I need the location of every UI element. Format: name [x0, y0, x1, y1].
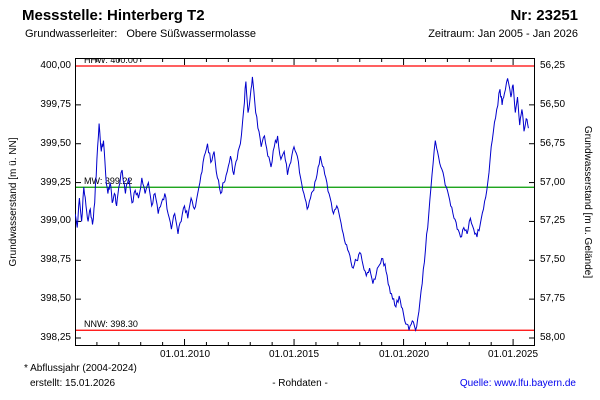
y-tick-label-left: 398,50 [40, 293, 71, 304]
y-tick-label-left: 399,50 [40, 138, 71, 149]
y-tick-label-left: 399,75 [40, 99, 71, 110]
mw-label: MW: 399.22 [84, 176, 132, 186]
source: Quelle: www.lfu.bayern.de [460, 378, 576, 389]
y-tick-label-right: 56,50 [540, 99, 566, 110]
y-tick-label-left: 400,00 [40, 60, 71, 71]
subheader-row: Grundwasserleiter: Obere Süßwassermolass… [25, 28, 578, 40]
y-axis-label-right: Grundwasserstand [m u. Gelände] [582, 125, 593, 279]
nnw-label: NNW: 398.30 [84, 319, 138, 329]
x-tick-label: 01.01.2010 [159, 349, 211, 360]
y-tick-label-right: 57,00 [540, 177, 566, 188]
y-tick-label-left: 399,00 [40, 215, 71, 226]
x-tick-label: 01.01.2020 [378, 349, 430, 360]
hhw-label: HHW: 400.00 [84, 58, 138, 65]
data-type-label: - Rohdaten - [272, 378, 328, 389]
y-tick-label-left: 399,25 [40, 177, 71, 188]
source-link[interactable]: www.lfu.bayern.de [494, 378, 576, 389]
plot-border [75, 58, 535, 346]
y-tick-label-left: 398,75 [40, 254, 71, 265]
footer: * Abflussjahr (2004-2024) erstellt: 15.0… [0, 362, 600, 400]
y-axis-label-left: Grundwasserstand [m ü. NN] [8, 137, 19, 267]
created-date: erstellt: 15.01.2026 [30, 378, 116, 389]
x-tick-label: 01.01.2015 [268, 349, 320, 360]
x-tick-label: 01.01.2025 [487, 349, 539, 360]
y-tick-label-right: 56,25 [540, 60, 566, 71]
page-title: Messstelle: Hinterberg T2 [22, 7, 205, 24]
y-tick-label-right: 57,25 [540, 215, 566, 226]
time-range-label: Zeitraum: Jan 2005 - Jan 2026 [428, 28, 578, 40]
footnote-abflussjahr: * Abflussjahr (2004-2024) [24, 363, 137, 374]
y-tick-label-right: 57,50 [540, 254, 566, 265]
y-tick-label-right: 56,75 [540, 138, 566, 149]
source-label: Quelle: [459, 378, 492, 389]
y-tick-label-right: 57,75 [540, 293, 566, 304]
y-tick-label-right: 58,00 [540, 332, 566, 343]
groundwater-chart: HHW: 400.00 MW: 399.22 NNW: 398.30 [75, 58, 535, 346]
y-tick-label-left: 398,25 [40, 332, 71, 343]
aquifer-label: Grundwasserleiter: [25, 28, 118, 40]
series-line [75, 76, 529, 333]
header-row: Messstelle: Hinterberg T2 Nr: 23251 [22, 7, 578, 24]
aquifer-value: Obere Süßwassermolasse [126, 28, 256, 40]
chart-area: Grundwasserstand [m ü. NN] Grundwasserst… [0, 52, 600, 368]
station-number: Nr: 23251 [510, 7, 578, 24]
